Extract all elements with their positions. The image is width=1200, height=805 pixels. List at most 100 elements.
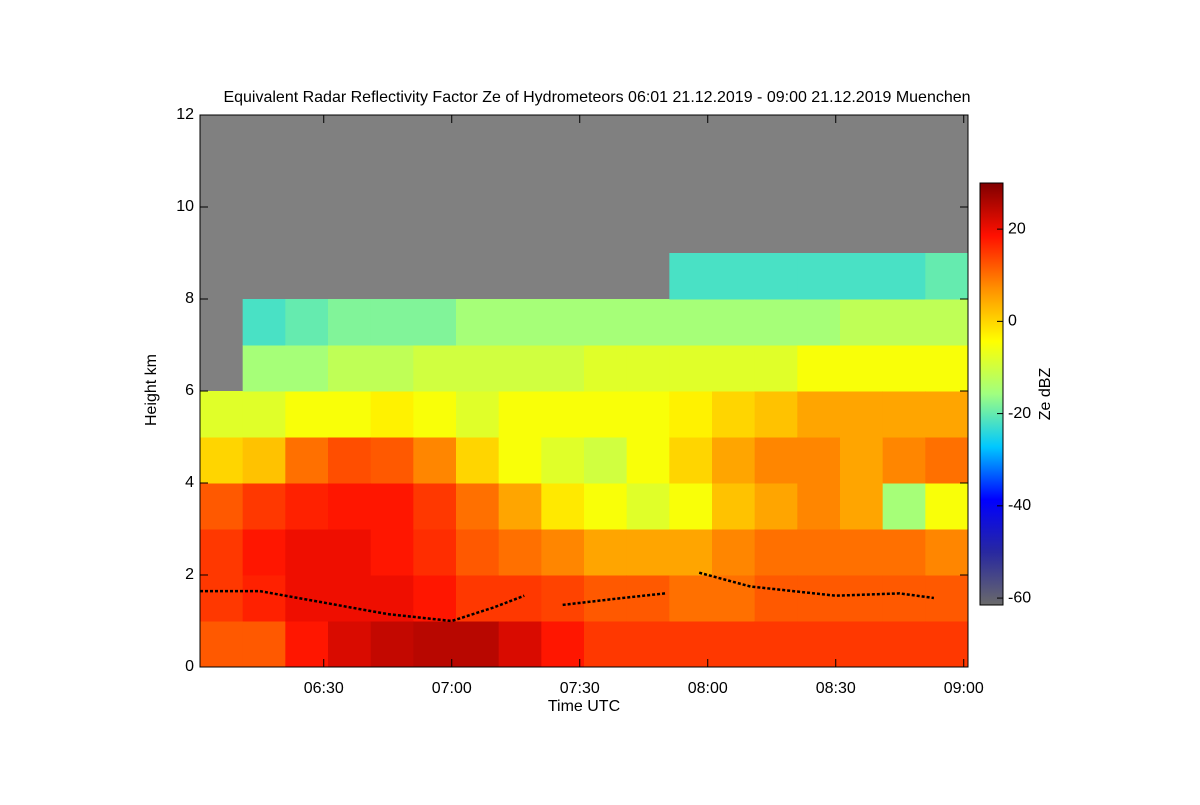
heat-cell [413, 391, 457, 438]
colorbar-tick-label: -20 [1008, 405, 1031, 422]
heat-cell [541, 299, 585, 346]
heat-cell [712, 483, 756, 530]
heat-cell [328, 299, 372, 346]
heat-cell [413, 299, 457, 346]
heat-cell [669, 299, 713, 346]
heat-cell [584, 391, 628, 438]
heat-cell [370, 437, 414, 484]
x-tick-label: 07:00 [432, 680, 472, 697]
heat-cell [541, 391, 585, 438]
heat-cell [242, 299, 286, 346]
heat-cell [882, 345, 926, 392]
heat-cell [882, 299, 926, 346]
heat-cell [413, 621, 457, 668]
x-tick-label: 07:30 [560, 680, 600, 697]
heat-cell [669, 253, 713, 300]
chart-title: Equivalent Radar Reflectivity Factor Ze … [223, 89, 970, 106]
heat-cell [200, 575, 244, 622]
heat-cell [328, 391, 372, 438]
heat-cell [456, 391, 500, 438]
heat-cell [925, 621, 969, 668]
heat-cell [370, 621, 414, 668]
heat-cell [541, 437, 585, 484]
colorbar-tick-label: 0 [1008, 313, 1017, 330]
heat-cell [754, 437, 798, 484]
heat-cell [882, 253, 926, 300]
heat-cell [882, 529, 926, 576]
heat-cell [754, 391, 798, 438]
heat-cell [584, 529, 628, 576]
heat-cell [498, 437, 542, 484]
heat-cell [456, 437, 500, 484]
heat-cell [840, 575, 884, 622]
heat-cell [754, 575, 798, 622]
heat-cell [712, 529, 756, 576]
heat-cell [584, 299, 628, 346]
heat-cell [328, 621, 372, 668]
heat-cell [797, 621, 841, 668]
heat-cell [669, 529, 713, 576]
y-tick-label: 12 [176, 106, 194, 123]
colorbar-tick-label: 20 [1008, 220, 1026, 237]
heat-cell [925, 299, 969, 346]
heat-cell [925, 437, 969, 484]
heat-cell [242, 529, 286, 576]
heat-cell [328, 437, 372, 484]
heat-cell [840, 483, 884, 530]
heat-cell [840, 437, 884, 484]
heat-cell [712, 299, 756, 346]
heat-cell [797, 253, 841, 300]
heat-cell [626, 437, 670, 484]
heat-cell [626, 345, 670, 392]
heat-cell [925, 391, 969, 438]
heat-cell [712, 345, 756, 392]
x-tick-label: 06:30 [304, 680, 344, 697]
heat-cell [200, 391, 244, 438]
heat-cell [541, 483, 585, 530]
heat-cell [797, 299, 841, 346]
heat-cell [840, 529, 884, 576]
heat-cell [413, 529, 457, 576]
colorbar-tick-label: -60 [1008, 589, 1031, 606]
colorbar [979, 182, 1004, 606]
heat-cell [925, 483, 969, 530]
heat-cell [200, 621, 244, 668]
heat-cell [413, 437, 457, 484]
heat-cell [242, 575, 286, 622]
heat-cell [456, 345, 500, 392]
y-tick-label: 10 [176, 198, 194, 215]
heat-cell [882, 621, 926, 668]
heat-cell [285, 483, 329, 530]
heat-cell [669, 437, 713, 484]
heat-cell [797, 575, 841, 622]
y-axis-label: Height km [143, 354, 160, 426]
heat-cell [797, 345, 841, 392]
heat-cell [370, 529, 414, 576]
x-tick-label: 08:30 [816, 680, 856, 697]
heat-cell [925, 253, 969, 300]
heat-cell [840, 253, 884, 300]
heat-cell [797, 529, 841, 576]
heat-cell [370, 391, 414, 438]
heat-cell [754, 529, 798, 576]
heat-cell [328, 529, 372, 576]
y-tick-label: 2 [185, 566, 194, 583]
heat-cell [456, 299, 500, 346]
y-tick-label: 6 [185, 382, 194, 399]
heat-cell [242, 483, 286, 530]
heat-cell [882, 483, 926, 530]
y-tick-label: 8 [185, 290, 194, 307]
heat-cell [754, 299, 798, 346]
colorbar-label: Ze dBZ [1037, 368, 1054, 421]
heat-cell [456, 575, 500, 622]
heat-cell [413, 575, 457, 622]
cloud-base-line [200, 571, 935, 623]
heat-cell [840, 621, 884, 668]
heat-cell [584, 575, 628, 622]
heat-cell [754, 345, 798, 392]
heat-cell [626, 575, 670, 622]
x-axis-label: Time UTC [548, 698, 620, 715]
heat-cell [541, 345, 585, 392]
